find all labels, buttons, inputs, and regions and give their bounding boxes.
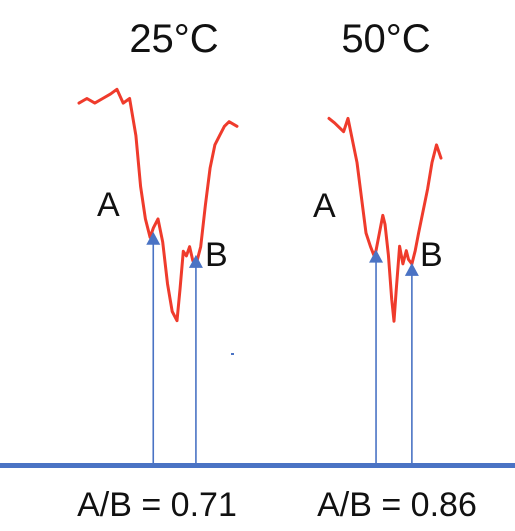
stray-mark <box>231 353 234 355</box>
marker-label-a: A <box>313 187 336 225</box>
spectrum-plot <box>327 116 443 464</box>
ratio-label: A/B = 0.86 <box>317 486 477 524</box>
marker-b-arrowhead <box>188 254 203 268</box>
spectrum-plot <box>77 87 239 464</box>
spectrum-trace <box>77 87 239 323</box>
baseline <box>0 463 515 468</box>
marker-a-arrowhead <box>146 231 161 245</box>
spectrum-trace <box>327 116 443 323</box>
marker-label-b: B <box>420 236 443 274</box>
ratio-label: A/B = 0.71 <box>77 486 237 524</box>
marker-a-arrowhead <box>369 249 384 263</box>
marker-label-a: A <box>97 186 120 224</box>
panel-title: 25°C <box>129 17 218 61</box>
panel-25c: 25°C A B A/B = 0.71 <box>77 17 239 524</box>
panel-title: 50°C <box>341 17 430 61</box>
marker-b-arrowhead <box>404 262 419 276</box>
marker-label-b: B <box>205 236 228 274</box>
panel-50c: 50°C A B A/B = 0.86 <box>313 17 477 524</box>
